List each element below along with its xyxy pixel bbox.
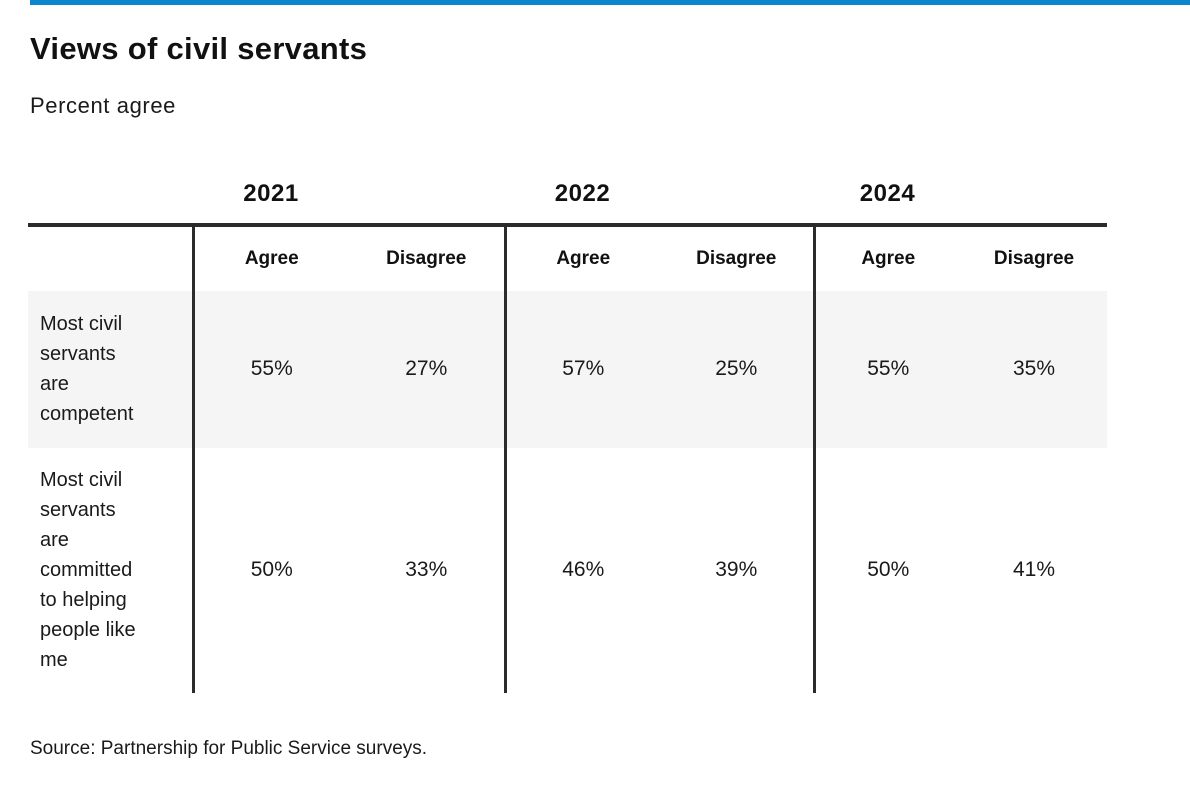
year-header-2024: 2024 — [859, 180, 916, 208]
column-header-disagree: Disagree — [660, 222, 814, 291]
corner-cell — [28, 166, 193, 225]
column-header-disagree: Disagree — [961, 222, 1107, 291]
corner-cell — [28, 222, 193, 291]
value-cell: 27% — [349, 290, 505, 448]
column-header-disagree: Disagree — [349, 222, 505, 291]
spacer-cell — [660, 166, 814, 225]
spacer-cell — [349, 166, 505, 225]
column-header-agree: Agree — [503, 222, 660, 291]
row-label: Most civil servants are committed to hel… — [28, 447, 193, 693]
views-table: 2021 2022 2024 Agree Disagree Agree Disa… — [28, 166, 1107, 693]
value-cell: 46% — [503, 447, 660, 693]
source-note: Source: Partnership for Public Service s… — [30, 737, 428, 759]
year-header-row: 2021 2022 2024 — [28, 166, 1107, 225]
column-header-row: Agree Disagree Agree Disagree Agree Disa… — [28, 222, 1107, 291]
value-cell: 25% — [660, 290, 814, 448]
value-cell: 41% — [961, 447, 1107, 693]
year-header-2021: 2021 — [243, 180, 299, 208]
table-row-competent: Most civil servants are competent 55% 27… — [28, 290, 1107, 448]
value-cell: 50% — [191, 447, 349, 693]
chart-subtitle: Percent agree — [30, 92, 176, 118]
value-cell: 55% — [812, 290, 961, 448]
value-cell: 39% — [660, 447, 814, 693]
value-cell: 50% — [812, 447, 961, 693]
page-title: Views of civil servants — [30, 31, 368, 66]
value-cell: 33% — [349, 447, 505, 693]
column-header-agree: Agree — [812, 222, 961, 291]
column-header-agree: Agree — [191, 222, 349, 291]
row-label: Most civil servants are competent — [28, 290, 193, 448]
spacer-cell — [961, 166, 1107, 225]
table-row-committed: Most civil servants are committed to hel… — [28, 447, 1107, 693]
top-accent-bar — [30, 0, 1190, 5]
value-cell: 55% — [191, 290, 349, 448]
value-cell: 35% — [961, 290, 1107, 448]
value-cell: 57% — [503, 290, 660, 448]
year-header-2022: 2022 — [554, 180, 611, 208]
